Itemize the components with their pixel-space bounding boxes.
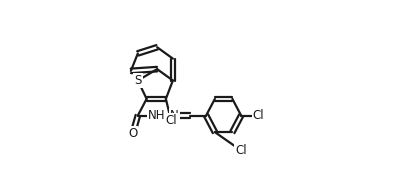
Text: Cl: Cl (252, 109, 264, 122)
Text: Cl: Cl (235, 144, 246, 157)
Text: NH: NH (148, 109, 166, 122)
Text: N: N (170, 109, 178, 122)
Text: Cl: Cl (165, 114, 176, 127)
Text: S: S (134, 74, 141, 87)
Text: O: O (128, 127, 137, 140)
